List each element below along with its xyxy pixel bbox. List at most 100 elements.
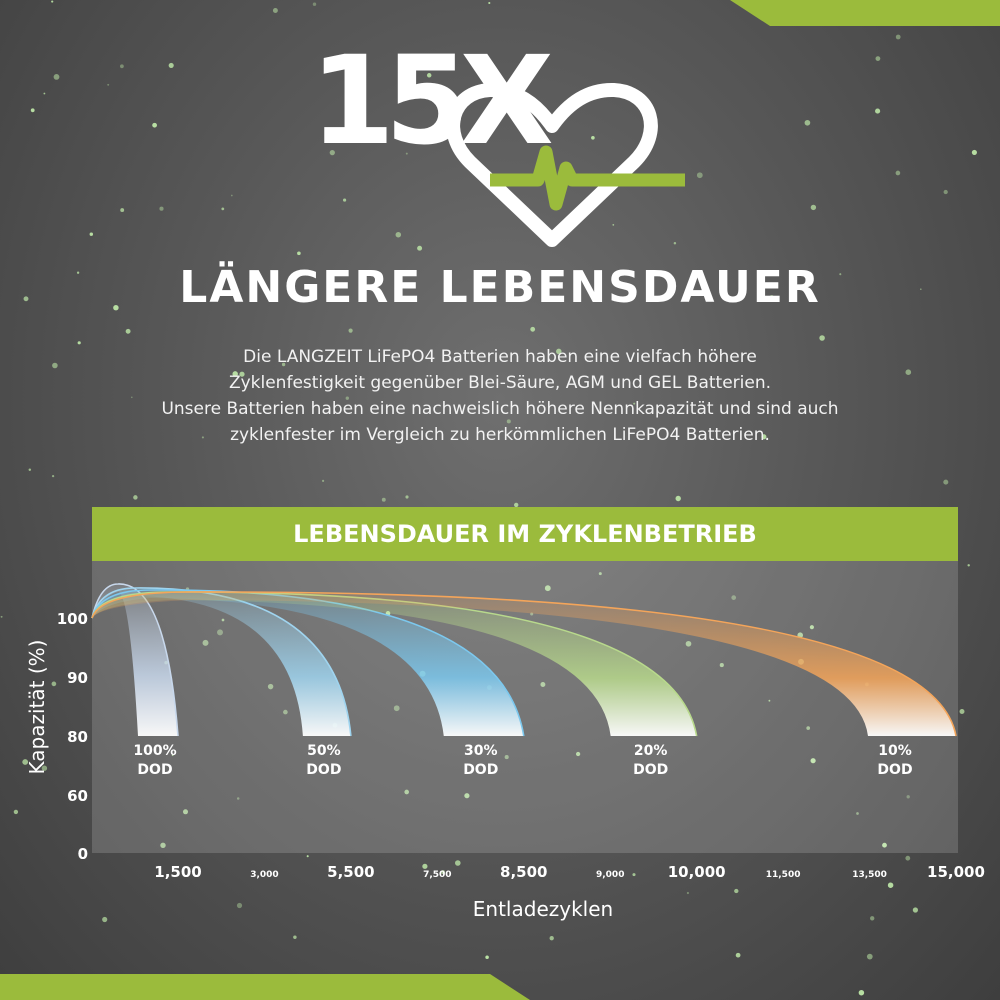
star-dot: [77, 341, 81, 345]
star-dot: [345, 396, 349, 400]
star-dot: [417, 245, 423, 251]
star-dot: [23, 296, 29, 302]
description-line: Zyklenfestigkeit gegenüber Blei-Säure, A…: [228, 373, 772, 393]
star-dot: [912, 907, 919, 913]
description: Die LANGZEIT LiFePO4 Batterien haben ein…: [80, 344, 920, 448]
series-label: DOD: [306, 762, 341, 778]
star-dot: [306, 855, 309, 858]
star-dot: [544, 585, 551, 592]
star-dot: [858, 989, 865, 996]
series-band-5: [92, 591, 956, 736]
star-dot: [120, 208, 125, 213]
star-dot: [405, 152, 408, 155]
star-dot: [171, 754, 174, 757]
star-dot: [895, 170, 901, 176]
series-label: 50%: [307, 743, 341, 759]
star-dot: [464, 793, 470, 799]
star-dot: [540, 682, 546, 687]
heart-pulse-icon: [446, 83, 685, 247]
star-dot: [13, 809, 19, 815]
series-band-2: [92, 587, 351, 736]
star-dot: [404, 789, 410, 795]
star-dot: [76, 271, 80, 274]
star-dot: [52, 362, 58, 369]
y-tick-label: 90: [67, 669, 88, 687]
star-dot: [236, 797, 240, 800]
x-axis-label: Entladezyklen: [473, 897, 613, 921]
y-tick-label: 100: [57, 610, 88, 628]
star-dot: [819, 335, 825, 341]
x-tick-label: 8,500: [500, 863, 547, 881]
star-dot: [967, 564, 970, 567]
star-dot: [133, 495, 138, 500]
star-dot: [488, 1, 491, 5]
star-dot: [556, 348, 562, 355]
star-dot: [632, 873, 636, 877]
star-dot: [804, 119, 811, 126]
star-dot: [591, 135, 595, 140]
series-label: DOD: [463, 762, 498, 778]
star-dot: [217, 629, 223, 636]
star-dot: [51, 0, 54, 3]
star-dot: [221, 618, 225, 622]
star-dot: [160, 842, 166, 848]
x-tick-label: 9,000: [596, 870, 624, 880]
star-dot: [422, 863, 428, 869]
star-dot: [107, 83, 110, 86]
star-dot: [267, 683, 274, 690]
star-dot: [168, 62, 174, 68]
star-dot: [405, 495, 409, 499]
star-dot: [393, 705, 400, 712]
y-axis-label: Kapazität (%): [25, 640, 49, 775]
star-dot: [514, 502, 519, 508]
star-dot: [51, 681, 57, 687]
star-dot: [485, 955, 489, 959]
chart-title: LEBENSDAUER IM ZYKLENBETRIEB: [92, 507, 958, 561]
star-dot: [875, 56, 881, 61]
star-dot: [455, 860, 461, 866]
series-band-3: [92, 589, 524, 736]
star-dot: [806, 726, 811, 730]
star-dot: [612, 224, 615, 226]
star-dot: [232, 371, 238, 377]
star-dot: [182, 809, 189, 815]
star-dot: [810, 758, 816, 764]
star-dot: [887, 882, 894, 888]
star-dot: [202, 639, 209, 646]
headline: LÄNGERE LEBENSDAUER: [179, 262, 821, 313]
star-dot: [504, 755, 509, 760]
star-dot: [906, 795, 910, 799]
star-dot: [721, 289, 725, 293]
description-line: zyklenfester im Vergleich zu herkömmlich…: [230, 425, 770, 445]
star-dot: [43, 92, 46, 95]
star-dot: [870, 916, 875, 921]
x-tick-label: 15,000: [927, 863, 985, 881]
star-dot: [321, 479, 325, 483]
star-dot: [943, 479, 949, 485]
y-tick-label: 0: [78, 845, 88, 863]
star-dot: [809, 625, 814, 630]
star-dot: [22, 759, 29, 765]
star-dot: [959, 709, 965, 714]
y-tick-label: 60: [67, 787, 88, 805]
star-dot: [293, 935, 297, 940]
star-dot: [230, 194, 233, 197]
star-dot: [734, 888, 739, 894]
series-label: DOD: [633, 762, 668, 778]
star-dot: [943, 189, 948, 195]
star-dot: [530, 326, 536, 332]
x-tick-label: 13,500: [852, 870, 887, 880]
corner-accent-top-right: [730, 0, 1000, 26]
star-dot: [414, 59, 419, 63]
x-tick-label: 11,500: [766, 870, 801, 880]
x-tick-label: 3,000: [250, 870, 278, 880]
star-dot: [575, 751, 581, 757]
x-tick-label: 7,500: [423, 870, 451, 880]
star-dot: [810, 204, 817, 211]
series-label: 100%: [133, 743, 176, 759]
star-dot: [221, 207, 225, 211]
star-dot: [272, 8, 278, 13]
star-dot: [159, 206, 164, 211]
star-dot: [735, 952, 741, 958]
star-dot: [297, 251, 301, 256]
